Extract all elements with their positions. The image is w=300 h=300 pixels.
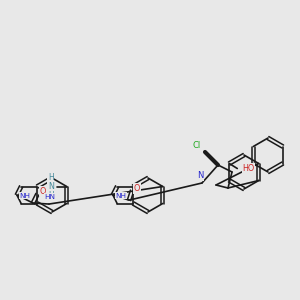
Text: HN: HN bbox=[44, 194, 56, 200]
Text: O: O bbox=[134, 184, 140, 193]
Text: NH: NH bbox=[20, 193, 31, 199]
Text: Cl: Cl bbox=[193, 142, 201, 151]
Text: NH: NH bbox=[116, 193, 127, 199]
Text: N: N bbox=[197, 172, 203, 181]
Text: H: H bbox=[48, 173, 54, 182]
Text: N: N bbox=[48, 182, 54, 191]
Text: O: O bbox=[39, 187, 46, 196]
Text: H: H bbox=[48, 191, 54, 200]
Text: HO: HO bbox=[242, 164, 254, 173]
